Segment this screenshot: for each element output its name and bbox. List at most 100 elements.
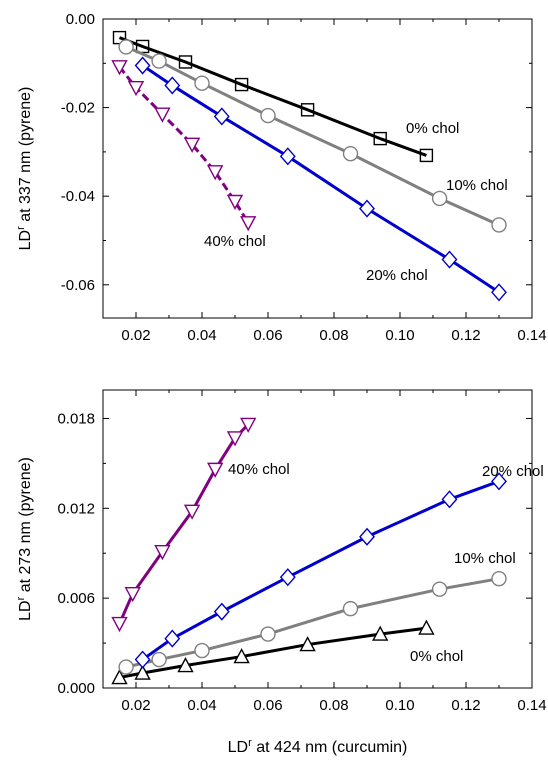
data-point bbox=[134, 664, 151, 680]
data-point bbox=[418, 619, 435, 635]
data-point bbox=[134, 650, 151, 669]
data-point bbox=[118, 39, 134, 55]
data-point bbox=[240, 417, 257, 433]
data-point bbox=[260, 626, 276, 642]
data-point bbox=[233, 648, 250, 664]
data-point bbox=[342, 600, 359, 617]
data-point bbox=[207, 462, 224, 478]
data-point bbox=[154, 545, 171, 561]
x-tick-label: 0.08 bbox=[319, 697, 348, 714]
data-point bbox=[359, 199, 375, 218]
data-point bbox=[177, 657, 194, 673]
y-tick-label: -0.04 bbox=[61, 188, 95, 205]
plot-frame bbox=[102, 389, 533, 689]
data-point bbox=[194, 642, 210, 659]
x-tick-label: 0.14 bbox=[517, 327, 546, 344]
series-annotation: 20% chol bbox=[366, 267, 428, 284]
series-10-chol bbox=[118, 570, 507, 675]
data-point bbox=[419, 148, 434, 163]
y-tick-label: 0.018 bbox=[57, 410, 95, 427]
data-point bbox=[260, 107, 276, 124]
data-point bbox=[127, 80, 145, 97]
y-tick-label: 0.006 bbox=[57, 590, 95, 607]
data-point bbox=[207, 165, 224, 181]
data-point bbox=[124, 586, 141, 603]
data-point bbox=[226, 194, 244, 210]
y-tick-label: -0.02 bbox=[61, 100, 95, 117]
series-annotation: 40% chol bbox=[204, 233, 266, 250]
series-line bbox=[118, 36, 427, 157]
data-point bbox=[491, 472, 507, 491]
data-point bbox=[151, 53, 167, 69]
series-annotation: 40% chol bbox=[228, 461, 290, 478]
data-point bbox=[372, 625, 389, 641]
series-0-chol bbox=[112, 30, 434, 163]
data-point bbox=[491, 283, 507, 302]
data-point bbox=[279, 147, 296, 166]
data-point bbox=[194, 75, 210, 91]
data-point bbox=[491, 570, 507, 587]
x-tick-label: 0.02 bbox=[121, 697, 150, 714]
data-point bbox=[240, 216, 257, 232]
plot-frame bbox=[102, 18, 533, 319]
series-annotation: 0% chol bbox=[410, 648, 463, 665]
y-axis-title: LDr at 337 nm (pyrene) bbox=[15, 87, 34, 251]
data-point bbox=[431, 581, 448, 597]
series-40-chol bbox=[111, 60, 257, 232]
series-annotation: 10% chol bbox=[446, 177, 508, 194]
data-point bbox=[111, 669, 128, 685]
data-point bbox=[299, 636, 316, 652]
data-point bbox=[183, 504, 201, 520]
x-tick-label: 0.06 bbox=[253, 697, 282, 714]
x-tick-label: 0.10 bbox=[385, 327, 414, 344]
x-tick-label: 0.04 bbox=[187, 327, 216, 344]
data-point bbox=[164, 629, 181, 648]
x-tick-label: 0.14 bbox=[517, 697, 546, 714]
data-point bbox=[183, 137, 201, 153]
x-tick-label: 0.04 bbox=[187, 697, 216, 714]
x-tick-label: 0.08 bbox=[319, 327, 348, 344]
data-point bbox=[491, 217, 507, 233]
x-axis-title: LDr at 424 nm (curcumin) bbox=[228, 737, 408, 756]
data-point bbox=[118, 659, 134, 675]
data-point bbox=[178, 55, 193, 69]
data-point bbox=[164, 76, 181, 95]
data-point bbox=[226, 431, 244, 447]
x-tick-label: 0.12 bbox=[451, 697, 480, 714]
series-20-chol bbox=[134, 56, 507, 302]
data-point bbox=[213, 107, 230, 126]
series-40-chol bbox=[111, 417, 257, 633]
data-point bbox=[373, 131, 387, 146]
x-tick-label: 0.10 bbox=[385, 697, 414, 714]
series-annotation: 0% chol bbox=[406, 120, 459, 137]
x-tick-label: 0.12 bbox=[451, 327, 480, 344]
data-point bbox=[441, 250, 458, 269]
data-point bbox=[441, 490, 458, 509]
data-point bbox=[134, 56, 151, 75]
x-tick-label: 0.06 bbox=[253, 327, 282, 344]
y-tick-label: 0.000 bbox=[57, 680, 95, 697]
series-20-chol bbox=[134, 472, 507, 669]
panel-top: 0.02 0.04 0.06 0.08 0.10 0.12 0.14 0.00 -0.02 -0.… bbox=[15, 11, 547, 344]
data-point bbox=[111, 616, 128, 633]
data-point bbox=[359, 527, 375, 546]
data-point bbox=[431, 190, 448, 207]
y-tick-label: 0.00 bbox=[66, 11, 95, 28]
series-line bbox=[118, 423, 250, 625]
data-point bbox=[279, 568, 296, 587]
data-point bbox=[342, 145, 359, 162]
x-tick-label: 0.02 bbox=[121, 327, 150, 344]
series-10-chol bbox=[118, 39, 507, 233]
series-0-chol bbox=[111, 619, 435, 685]
data-point bbox=[111, 60, 128, 76]
series-annotation: 20% chol bbox=[482, 463, 544, 480]
data-point bbox=[151, 651, 167, 668]
data-point bbox=[213, 602, 230, 621]
panel-bottom: 0.02 0.04 0.06 0.08 0.10 0.12 0.14 0.000 0.006 0.… bbox=[15, 389, 547, 756]
series-annotation: 10% chol bbox=[454, 550, 516, 567]
data-point bbox=[234, 77, 249, 92]
y-tick-label: 0.012 bbox=[57, 500, 95, 517]
data-point bbox=[300, 103, 315, 117]
y-tick-label: -0.06 bbox=[61, 277, 95, 294]
